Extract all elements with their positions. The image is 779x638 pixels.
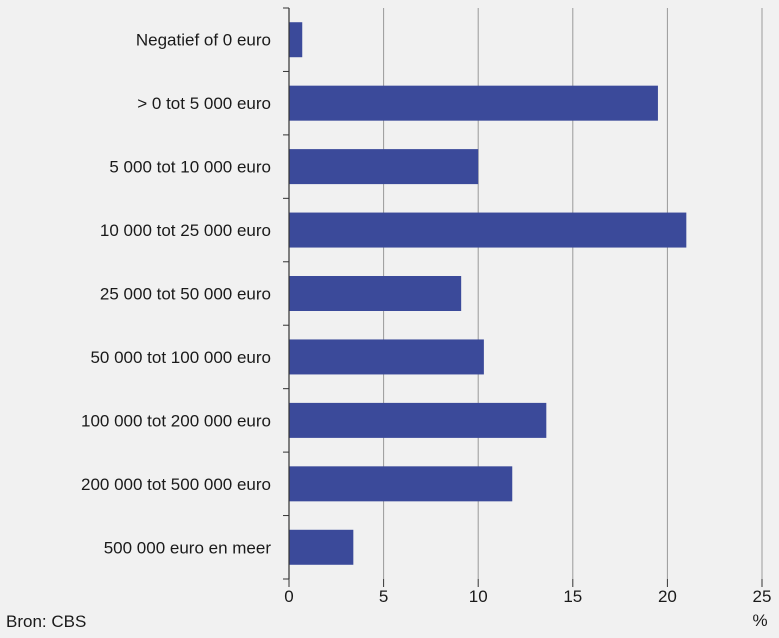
bar xyxy=(289,339,484,375)
category-label: 10 000 tot 25 000 euro xyxy=(100,221,271,240)
category-label: 200 000 tot 500 000 euro xyxy=(81,475,271,494)
category-label: 25 000 tot 50 000 euro xyxy=(100,285,271,304)
bar xyxy=(289,212,687,248)
category-label: > 0 tot 5 000 euro xyxy=(137,94,271,113)
bar xyxy=(289,529,354,565)
bar xyxy=(289,85,658,121)
x-tick-label: 25 xyxy=(753,587,772,606)
category-label: Negatief of 0 euro xyxy=(136,31,271,50)
bar xyxy=(289,276,462,311)
axes xyxy=(283,7,763,587)
x-tick-label: 15 xyxy=(563,587,582,606)
bar xyxy=(289,22,303,58)
bars xyxy=(289,22,687,565)
x-tick-labels: 0 5 10 15 20 25% xyxy=(284,587,771,630)
bar xyxy=(289,149,479,185)
category-label: 500 000 euro en meer xyxy=(104,538,272,557)
category-label: 5 000 tot 10 000 euro xyxy=(109,158,271,177)
category-labels: Negatief of 0 euro > 0 tot 5 000 euro 5 00… xyxy=(81,31,271,558)
x-tick-label: 10 xyxy=(469,587,488,606)
category-label: 100 000 tot 200 000 euro xyxy=(81,411,271,430)
bar xyxy=(289,402,547,438)
x-tick-label: 5 xyxy=(379,587,388,606)
x-unit-label: % xyxy=(752,611,767,630)
x-tick-label: 20 xyxy=(658,587,677,606)
x-tick-label: 0 xyxy=(284,587,293,606)
source-note: Bron: CBS xyxy=(6,612,87,631)
bar xyxy=(289,466,513,502)
category-label: 50 000 tot 100 000 euro xyxy=(90,348,271,367)
